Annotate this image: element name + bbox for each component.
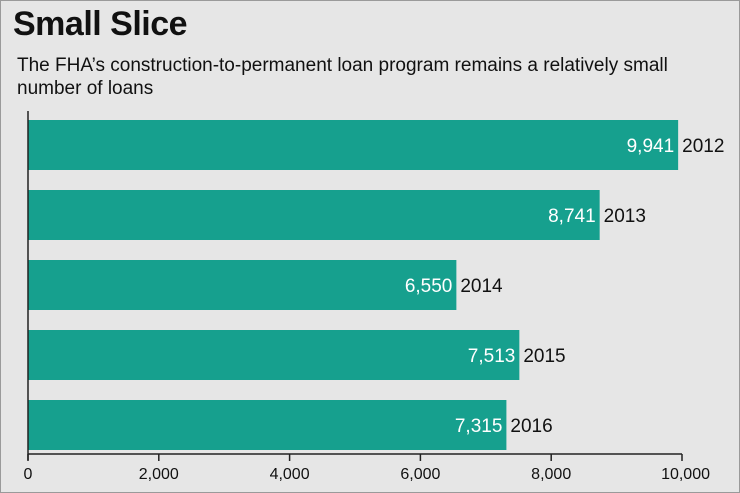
category-label-2013: 2013 (604, 206, 646, 227)
category-label-2016: 2016 (510, 416, 552, 437)
bar-2014 (28, 260, 457, 310)
category-label-2014: 2014 (460, 276, 503, 297)
bar-2016 (28, 400, 507, 450)
category-label-2015: 2015 (523, 346, 565, 367)
bar-value-label-2014: 6,550 (405, 276, 453, 297)
chart-title: Small Slice (13, 5, 188, 43)
x-tick-label-6000: 6,000 (400, 466, 440, 483)
bar-2012 (28, 120, 679, 170)
category-label-2012: 2012 (682, 136, 724, 157)
x-tick-label-0: 0 (24, 466, 33, 483)
bar-value-label-2015: 7,513 (468, 346, 516, 367)
chart-subtitle: The FHA’s construction-to-permanent loan… (17, 55, 668, 99)
x-tick-label-4000: 4,000 (270, 466, 310, 483)
x-tick-label-10000: 10,000 (661, 466, 710, 483)
bar-2013 (28, 190, 600, 240)
x-tick-label-8000: 8,000 (531, 466, 571, 483)
x-tick-label-2000: 2,000 (139, 466, 179, 483)
bar-value-label-2012: 9,941 (627, 136, 675, 157)
bar-value-label-2013: 8,741 (548, 206, 596, 227)
bar-value-label-2016: 7,315 (455, 416, 503, 437)
bar-2015 (28, 330, 520, 380)
